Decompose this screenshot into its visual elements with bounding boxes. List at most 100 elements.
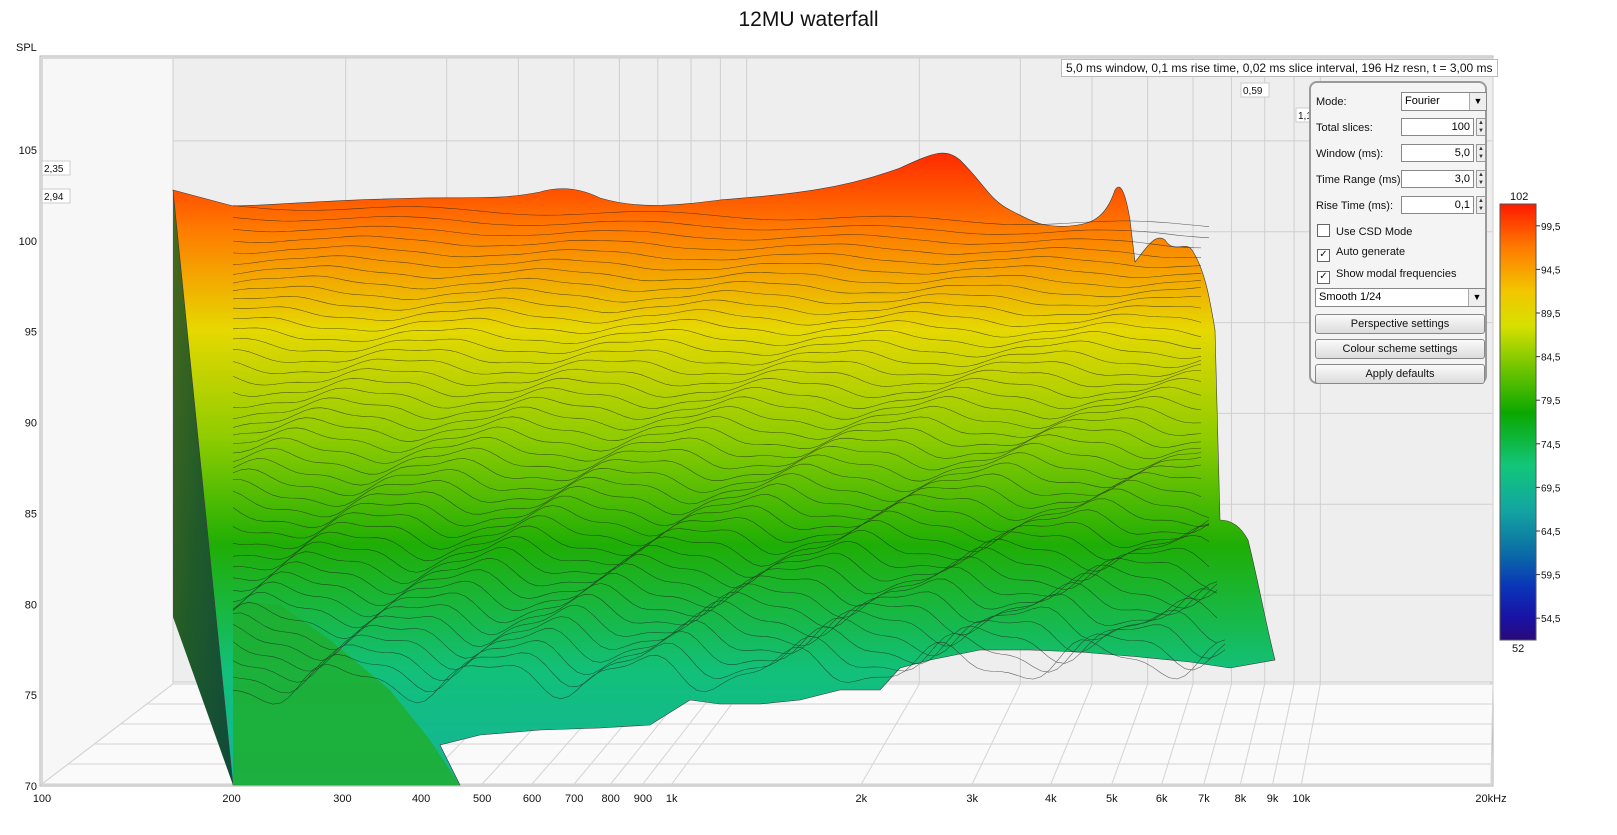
x-tick-label: 9k (1267, 793, 1279, 805)
slice-line (232, 296, 1202, 317)
slice-line (232, 406, 1202, 431)
auto-generate-label: Auto generate (1336, 246, 1406, 258)
slice-line (232, 639, 1226, 705)
time-axis-label: 2,35 (44, 164, 64, 175)
total-slices-label: Total slices: (1316, 122, 1373, 134)
slice-line (232, 368, 1201, 388)
rise-time-label: Rise Time (ms): (1316, 200, 1393, 212)
slice-line (232, 255, 1202, 278)
waterfall-controls-panel: Mode: Fourier ▼ Total slices: 100 ▲ ▼ Win… (1309, 81, 1487, 384)
slice-line (232, 572, 1218, 628)
slice-line (232, 245, 1202, 268)
slice-line (232, 633, 1226, 694)
slice-line (232, 349, 1202, 369)
x-tick-label: 700 (565, 793, 583, 805)
colour-scheme-settings-button[interactable]: Colour scheme settings (1315, 339, 1485, 359)
slice-line (232, 462, 1202, 496)
slice-line (232, 416, 1202, 442)
x-tick-label: 100 (33, 793, 51, 805)
y-tick-label: 105 (19, 145, 37, 157)
slice-line (232, 624, 1226, 683)
colorbar-tick-label: 69,5 (1541, 483, 1561, 494)
y-tick-label: 80 (25, 599, 37, 611)
x-tick-label: 400 (412, 793, 430, 805)
slice-line (233, 317, 1202, 338)
smoothing-value: Smooth 1/24 (1319, 291, 1382, 303)
slice-line (232, 216, 1210, 239)
y-tick-label: 95 (25, 327, 37, 339)
y-axis: 105 100 95 90 85 80 75 70 (19, 145, 37, 793)
chevron-down-icon[interactable]: ▼ (1469, 93, 1486, 110)
window-stepper[interactable]: ▲ ▼ (1476, 144, 1486, 162)
time-axis-label: 1,18 (1298, 111, 1318, 122)
use-csd-checkbox[interactable]: Use CSD Mode (1317, 224, 1412, 238)
time-range-stepper[interactable]: ▲ ▼ (1476, 170, 1486, 188)
colorbar-tick-label: 84,5 (1541, 353, 1561, 364)
apply-defaults-button[interactable]: Apply defaults (1315, 364, 1485, 384)
surface-fill (172, 152, 1276, 786)
x-tick-label: 4k (1045, 793, 1057, 805)
x-axis: 100 200 300 400 500 600 700 800 900 1k 2k 3k 4k 5k 6k 7… (33, 793, 1507, 805)
slice-line (232, 488, 1210, 529)
slice-line (232, 285, 1202, 307)
colorbar-tick-label: 79,5 (1541, 396, 1561, 407)
auto-generate-checkbox[interactable]: ✓ Auto generate (1317, 246, 1405, 262)
checkbox-box[interactable] (1317, 224, 1330, 237)
mode-select[interactable]: Fourier ▼ (1401, 92, 1487, 111)
x-tick-label: 5k (1106, 793, 1118, 805)
slice-line (232, 275, 1202, 298)
show-modal-checkbox[interactable]: ✓ Show modal frequencies (1317, 268, 1456, 284)
slice-line (232, 205, 1210, 227)
slice-line (232, 452, 1202, 486)
slice-line (232, 358, 1202, 377)
window-label: Window (ms): (1316, 148, 1384, 160)
window-input[interactable]: 5,0 (1401, 144, 1474, 162)
use-csd-label: Use CSD Mode (1336, 226, 1413, 238)
slice-line (232, 377, 1202, 399)
rise-time-stepper[interactable]: ▲ ▼ (1476, 196, 1486, 214)
total-slices-stepper[interactable]: ▲ ▼ (1476, 118, 1486, 136)
slice-line (232, 265, 1202, 288)
colorbar-tick-label: 99,5 (1541, 222, 1561, 233)
slice-line (232, 225, 1202, 249)
slice-line (232, 498, 1210, 539)
surface-floor-fill (233, 600, 460, 785)
total-slices-input[interactable]: 100 (1401, 118, 1474, 136)
slice-line (232, 235, 1202, 258)
checkbox-box[interactable]: ✓ (1317, 271, 1330, 284)
colorbar-tick-label: 59,5 (1541, 571, 1561, 582)
time-axis-label: 2,94 (44, 192, 64, 203)
slice-line (232, 434, 1202, 464)
x-tick-label: 900 (634, 793, 652, 805)
slice-line (232, 546, 1210, 596)
x-tick-label: 600 (523, 793, 541, 805)
checkbox-box[interactable]: ✓ (1317, 249, 1330, 262)
y-tick-label: 85 (25, 508, 37, 520)
slice-line (232, 581, 1218, 640)
slice-line (232, 442, 1202, 475)
chevron-down-icon[interactable]: ▼ (1468, 289, 1485, 306)
waterfall-surface (172, 152, 1276, 786)
y-tick-label: 70 (25, 781, 37, 793)
y-axis-label: SPL (16, 42, 37, 54)
slice-line (232, 479, 1202, 518)
slice-line (232, 556, 1210, 606)
x-tick-label: 8k (1235, 793, 1247, 805)
slice-line (232, 396, 1202, 420)
slice-line (232, 386, 1202, 410)
slice-line (232, 598, 1218, 661)
slice-lines (232, 205, 1226, 705)
chart-title: 12MU waterfall (738, 8, 879, 31)
colorbar-min-label: 52 (1512, 643, 1525, 655)
colorbar-tick-label: 74,5 (1541, 440, 1561, 451)
time-range-input[interactable]: 3,0 (1401, 170, 1474, 188)
rise-time-input[interactable]: 0,1 (1401, 196, 1474, 214)
smoothing-select[interactable]: Smooth 1/24 ▼ (1315, 288, 1486, 307)
slice-line (232, 534, 1210, 584)
colorbar-tick-label: 89,5 (1541, 309, 1561, 320)
perspective-settings-button[interactable]: Perspective settings (1315, 314, 1485, 334)
x-tick-label: 7k (1198, 793, 1210, 805)
x-tick-label: 20kHz (1475, 793, 1506, 805)
y-tick-label: 75 (25, 690, 37, 702)
slice-line (232, 519, 1210, 562)
